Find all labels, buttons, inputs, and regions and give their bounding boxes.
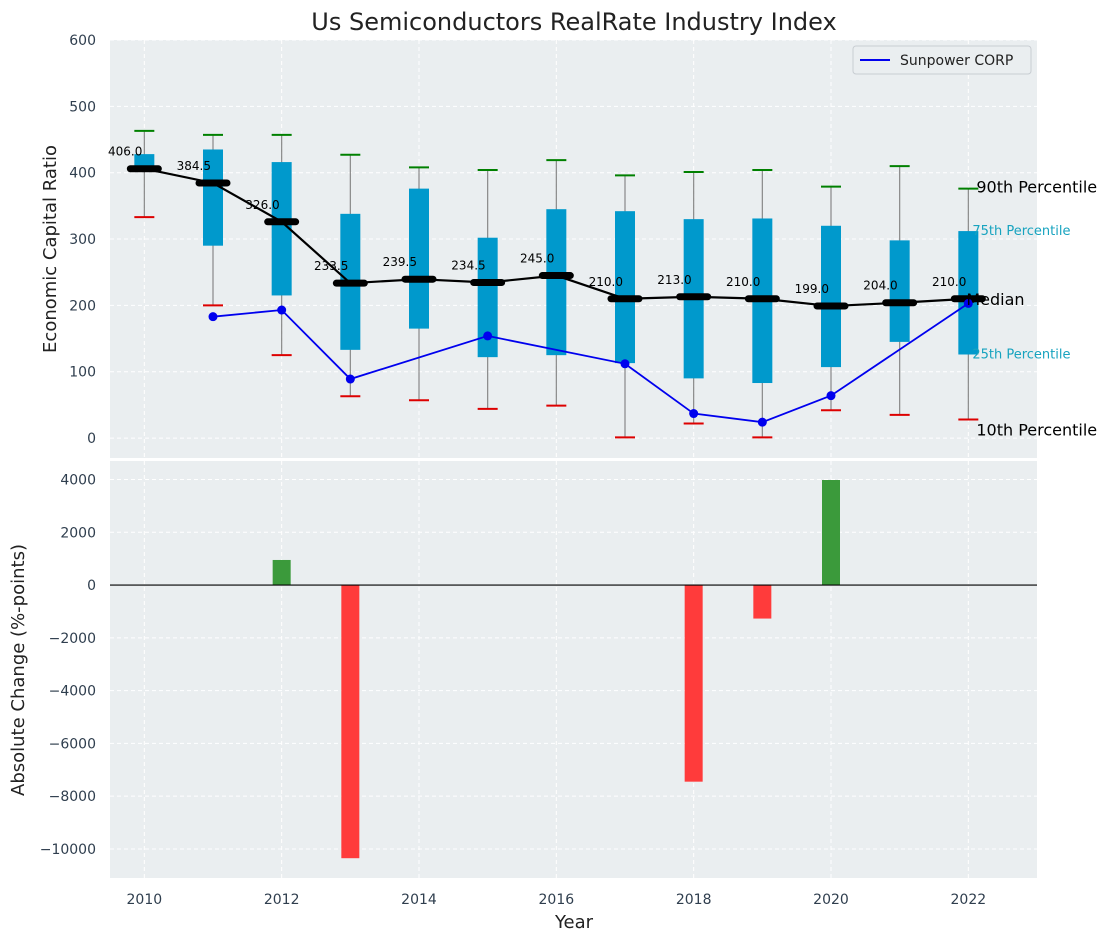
box bbox=[134, 154, 155, 169]
legend: Sunpower CORP bbox=[852, 45, 1032, 75]
x-tick-label: 2012 bbox=[264, 892, 300, 908]
change-bar bbox=[822, 480, 840, 586]
median-data-label: 239.5 bbox=[383, 255, 417, 269]
top-y-tick-label: 600 bbox=[69, 33, 96, 49]
median-data-label: 210.0 bbox=[589, 275, 623, 289]
bottom-y-tick-label: −8000 bbox=[49, 789, 96, 805]
top-y-tick-label: 400 bbox=[69, 166, 96, 182]
label-10th-percentile: 10th Percentile bbox=[976, 421, 1097, 440]
median-data-label: 210.0 bbox=[932, 275, 966, 289]
box bbox=[546, 209, 567, 356]
top-y-tick-label: 300 bbox=[69, 232, 96, 248]
company-point bbox=[826, 391, 836, 401]
bottom-y-tick-label: −10000 bbox=[40, 842, 96, 858]
top-grid bbox=[110, 39, 1037, 458]
box bbox=[889, 240, 910, 342]
top-y-axis-label: Economic Capital Ratio bbox=[40, 145, 61, 353]
x-tick-label: 2016 bbox=[539, 892, 575, 908]
legend-label-company: Sunpower CORP bbox=[900, 53, 1013, 69]
median-data-label: 199.0 bbox=[795, 282, 829, 296]
company-point bbox=[277, 305, 287, 315]
company-point bbox=[345, 374, 355, 384]
bottom-y-tick-label: 2000 bbox=[60, 525, 96, 541]
box bbox=[203, 149, 223, 246]
company-point bbox=[757, 417, 767, 427]
top-plot-area bbox=[110, 40, 1037, 458]
company-point bbox=[963, 298, 973, 308]
box bbox=[958, 231, 979, 355]
company-point bbox=[689, 409, 699, 419]
legend-frame bbox=[852, 45, 1032, 75]
chart-title: Us Semiconductors RealRate Industry Inde… bbox=[311, 8, 836, 36]
bottom-y-tick-label: −4000 bbox=[49, 684, 96, 700]
box bbox=[409, 188, 429, 329]
change-bar bbox=[753, 585, 772, 619]
box bbox=[271, 162, 292, 296]
median-data-label: 326.0 bbox=[245, 198, 279, 212]
bottom-y-tick-label: −6000 bbox=[49, 736, 96, 752]
x-axis-label: Year bbox=[554, 912, 594, 933]
median-series bbox=[126, 165, 986, 310]
median-data-label: 234.5 bbox=[451, 259, 485, 273]
label-75th-percentile: 75th Percentile bbox=[972, 224, 1070, 239]
median-data-label: 210.0 bbox=[726, 275, 760, 289]
x-tick-label: 2014 bbox=[401, 892, 437, 908]
median-data-label: 213.0 bbox=[657, 273, 691, 287]
median-data-label: 384.5 bbox=[177, 159, 211, 173]
top-y-tick-label: 0 bbox=[87, 431, 96, 447]
median-data-labels: 406.0 384.5 326.0 233.5 239.5 234.5 245.0 210.0… bbox=[108, 145, 966, 296]
label-25th-percentile: 25th Percentile bbox=[972, 347, 1070, 362]
x-tick-label: 2022 bbox=[951, 892, 987, 908]
top-y-tick-label: 100 bbox=[69, 365, 96, 381]
company-point bbox=[483, 331, 493, 341]
company-point bbox=[620, 359, 630, 369]
bottom-y-tick-label: 0 bbox=[87, 578, 96, 594]
top-y-tick-label: 500 bbox=[69, 99, 96, 115]
company-series bbox=[208, 298, 973, 427]
x-tick-label: 2010 bbox=[127, 892, 163, 908]
change-bars bbox=[272, 480, 840, 859]
top-y-ticks: 0 100 200 300 400 500 600 bbox=[69, 33, 96, 447]
bottom-grid bbox=[110, 461, 1037, 878]
label-90th-percentile: 90th Percentile bbox=[976, 178, 1097, 197]
median-data-label: 204.0 bbox=[863, 279, 897, 293]
x-tick-label: 2020 bbox=[813, 892, 849, 908]
x-tick-label: 2018 bbox=[676, 892, 712, 908]
change-bar bbox=[272, 559, 291, 586]
bottom-y-tick-label: −2000 bbox=[49, 631, 96, 647]
bottom-y-tick-label: 4000 bbox=[60, 472, 96, 488]
bottom-y-axis-label: Absolute Change (%-points) bbox=[8, 544, 29, 796]
bottom-y-ticks: −10000 −8000 −6000 −4000 −2000 0 2000 4000 bbox=[40, 472, 96, 857]
company-point bbox=[208, 312, 218, 322]
x-ticks: 2010 2012 2014 2016 2018 2020 2022 bbox=[127, 892, 987, 908]
median-data-label: 406.0 bbox=[108, 145, 142, 159]
box bbox=[477, 237, 498, 358]
change-bar bbox=[341, 585, 360, 859]
box bbox=[615, 211, 635, 364]
change-bar bbox=[684, 585, 703, 782]
median-data-label: 233.5 bbox=[314, 259, 348, 273]
label-median: Median bbox=[966, 290, 1024, 309]
median-data-label: 245.0 bbox=[520, 252, 554, 266]
top-y-tick-label: 200 bbox=[69, 298, 96, 314]
box bbox=[821, 225, 841, 368]
percentile-labels: 90th Percentile 75th Percentile Median 25th… bbox=[966, 178, 1097, 440]
bottom-plot-area bbox=[110, 461, 1037, 878]
